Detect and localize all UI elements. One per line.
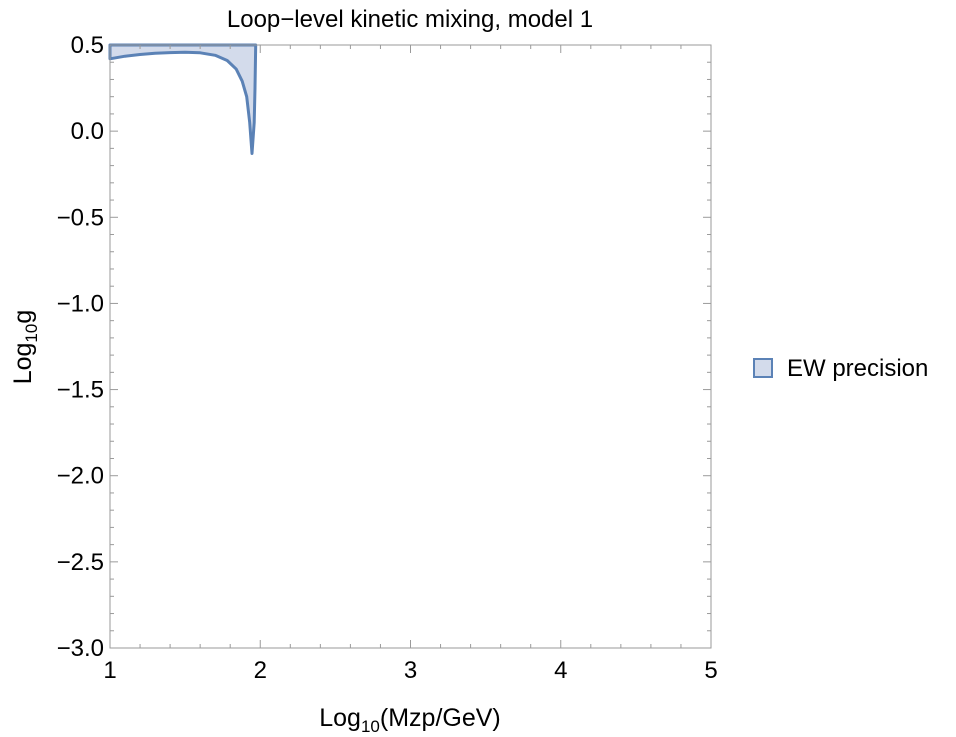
x-tick-label: 1 [103, 657, 116, 684]
y-tick-label: −0.5 [57, 204, 104, 231]
y-tick-label: 0.5 [71, 32, 104, 59]
tick-labels: 1 2 3 4 5 0.5 0.0 −0.5 −1.0 −1.5 −2.0 −2.5 −3.0 [57, 32, 718, 684]
x-tick-label: 3 [404, 657, 417, 684]
legend-swatch-ew-precision [753, 358, 773, 378]
y-tick-label: 0.0 [71, 118, 104, 145]
plot-area [108, 43, 258, 155]
y-tick-label: −1.5 [57, 377, 104, 404]
x-tick-label: 2 [254, 657, 267, 684]
axis-ticks [109, 44, 712, 649]
y-axis-label: Log10g [9, 310, 41, 385]
x-tick-label: 4 [554, 657, 567, 684]
plot-frame [109, 44, 712, 649]
x-axis-label: Log10(Mzp/GeV) [319, 704, 501, 736]
legend-label-ew-precision: EW precision [787, 355, 928, 382]
y-tick-label: −2.0 [57, 463, 104, 490]
ew-precision-region [108, 43, 258, 155]
y-tick-label: −1.0 [57, 290, 104, 317]
y-tick-label: −2.5 [57, 549, 104, 576]
x-tick-label: 5 [704, 657, 717, 684]
legend: EW precision [753, 355, 928, 382]
y-tick-label: −3.0 [57, 635, 104, 662]
chart-title: Loop−level kinetic mixing, model 1 [227, 6, 593, 33]
